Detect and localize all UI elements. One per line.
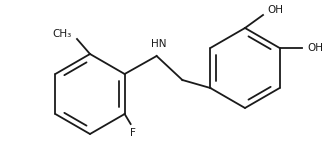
Text: OH: OH (308, 43, 324, 53)
Text: HN: HN (151, 39, 166, 49)
Text: F: F (130, 128, 135, 138)
Text: OH: OH (267, 5, 283, 15)
Text: CH₃: CH₃ (53, 29, 72, 39)
